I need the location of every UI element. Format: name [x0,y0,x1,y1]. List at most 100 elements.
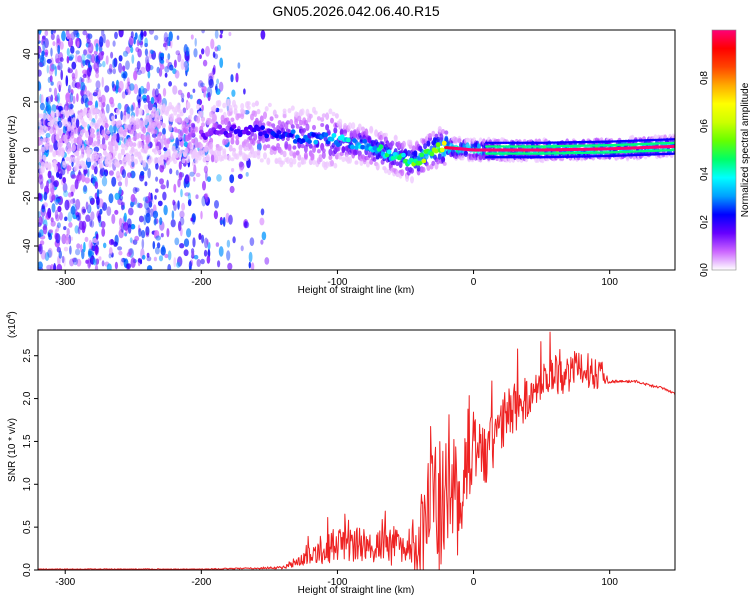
spectrogram-noise-cell [71,174,77,179]
spectrogram-ridge-cell [230,157,235,162]
spectrogram-noise-cell [200,258,205,265]
spectrogram-noise-cell [81,225,86,234]
spectrogram-ridge-cell [65,112,70,118]
spectrogram-noise-cell [159,64,165,70]
spectrogram-noise-cell [73,257,78,266]
spectrogram-noise-cell [155,235,161,241]
spectrogram-noise-cell [94,54,99,64]
spectrogram-noise-cell [123,212,127,222]
spectrogram-noise-cell [173,201,177,212]
spectrogram-ridge-cell [135,133,140,140]
spectrogram-ridge-cell [343,123,348,129]
spectrogram-noise-cell [80,81,86,92]
spectrogram-noise-cell [82,69,88,75]
spectrogram-noise-cell [114,114,118,119]
spectrogram-ridge-cell [166,148,171,157]
spectrogram-ridge-cell [331,111,336,117]
spectrogram-noise-cell [184,192,190,197]
spectrogram-ridge-cell [83,121,88,128]
spectrogram-noise-cell [193,176,196,182]
spectrogram-ridge-cell [68,147,73,152]
spectrogram-noise-cell [78,175,82,182]
spectrogram-ridge-cell [179,149,184,154]
spectrogram-ridge-cell [112,133,117,141]
spectrogram-noise-cell [99,167,106,177]
spectrogram-noise-cell [153,35,159,41]
spectrogram-ridge-cell [44,126,49,133]
spectrogram-noise-cell [201,195,206,207]
spectrogram-noise-cell [229,174,235,184]
spectrogram-noise-cell [146,265,153,270]
spectrogram-ridge-cell [158,120,163,126]
spectrogram-ridge-cell [316,149,321,154]
spectrogram-ridge-cell [148,156,153,163]
spectrogram-noise-cell [95,244,98,256]
spectrogram-ridge-cell [328,154,333,161]
spectrogram-noise-cell [86,47,92,52]
spectrogram-noise-cell [173,183,177,193]
spectrogram-noise-cell [42,35,46,40]
spectrogram-noise-cell [124,176,128,188]
spectrogram-ridge-cell [379,134,383,141]
colorbar-tick-label: 0.0 [699,263,710,277]
spectrogram-noise-cell [177,256,183,267]
spectrogram-ridge-cell [354,160,359,165]
spectrogram-noise-cell [54,65,57,77]
spectrogram-ridge-cell [263,152,267,160]
spectrogram-noise-cell [39,154,42,164]
spectrogram-noise-cell [82,208,86,213]
spectrogram-noise-cell [138,215,144,223]
spectrogram-ridge-cell [227,98,232,107]
spectrogram-noise-cell [152,210,159,219]
spectrogram-ridge-cell [259,158,264,163]
spectrogram-noise-cell [183,141,189,148]
spectrogram-ridge-cell [75,150,80,157]
spectrogram-noise-cell [69,245,72,255]
spectrogram-noise-cell [165,58,170,64]
spectrogram-noise-cell [187,199,192,207]
spectrogram-noise-cell [163,204,168,216]
spectrogram-noise-cell [43,191,48,201]
spectrogram-noise-cell [145,226,150,236]
colorbar-tick-label: 0.2 [699,215,710,229]
spectrogram-noise-cell [67,68,74,74]
spectrogram-ridge-cell [312,159,316,165]
spectrogram-ridge-cell [119,160,124,165]
spectrogram-noise-cell [54,53,60,64]
spectrogram-noise-cell [74,179,79,190]
spectrogram-ridge-cell [321,151,326,159]
snr-x-ticks: -300 -200 -100 0 100 [55,570,618,588]
spectrogram-ridge-cell [218,108,223,113]
spectrogram-noise-cell [75,198,81,210]
spectrogram-noise-cell [103,242,107,249]
spectrogram-ridge-cell [132,125,137,132]
spectrogram-noise-cell [201,30,205,34]
spectrogram-noise-cell [70,236,74,241]
spectrogram-ridge-cell [124,123,129,130]
spectrogram-noise-cell [202,180,206,191]
colorbar: 0.0 0.2 0.4 0.6 0.8 Normalized spectral ampl… [699,29,750,277]
spectrogram-noise-cell [101,227,106,237]
spectrogram-ridge-cell [269,150,274,156]
spectrogram-ridge-cell [184,127,189,135]
spectrogram-noise-cell [98,256,102,261]
spectrogram-noise-cell [81,248,85,260]
spectrogram-ridge-cell [290,124,295,129]
spectrogram-noise-cell [56,224,60,232]
spectrogram-noise-cell [71,80,77,89]
spectrogram-noise-cell [95,80,101,89]
spectrogram-ridge-cell [282,114,287,119]
spectrogram-ridge-cell [63,119,68,127]
spectrogram-ridge-cell [241,109,246,115]
spectrogram-noise-cell [58,173,63,180]
spectrogram-noise-cell [133,36,136,45]
y-tick-label: 2.5 [22,348,33,362]
spectrogram-noise-cell [64,236,70,245]
spectrogram-noise-cell [117,181,123,187]
spectrogram-noise-cell [46,180,49,189]
spectrogram-ridge-cell [60,147,65,152]
spectrogram-ridge-cell [220,114,225,123]
spectrogram-noise-cell [167,53,171,60]
spectrogram-ridge-cell [238,144,243,152]
spectrogram-ridge-cell [153,129,158,135]
